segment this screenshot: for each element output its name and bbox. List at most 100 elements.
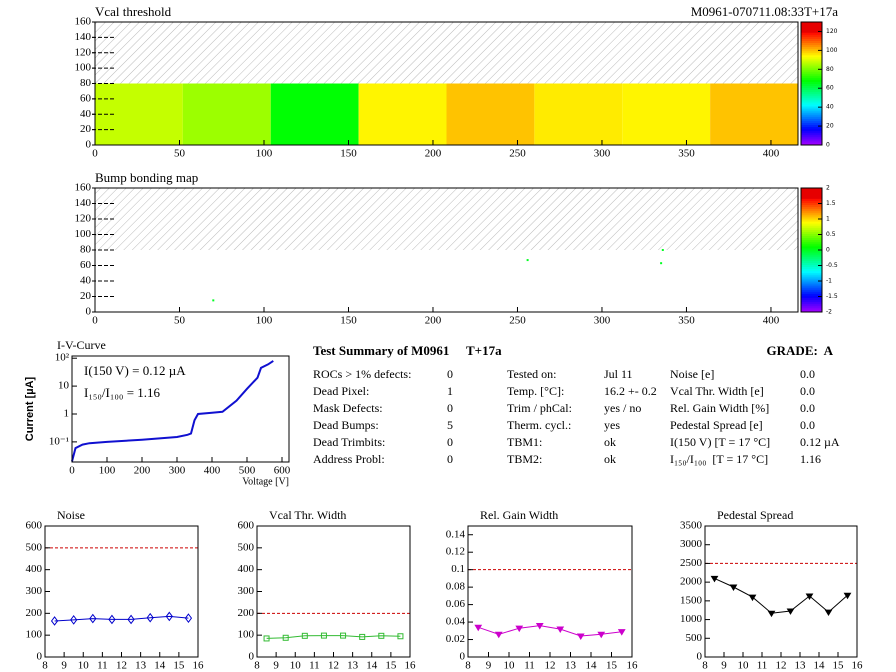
- summary-value: Jul 11: [604, 367, 633, 381]
- summary-value: 0: [447, 367, 453, 381]
- colorbar-slice: [801, 231, 822, 234]
- chart-title: I-V-Curve: [57, 338, 106, 352]
- colorbar-tick-label: 100: [826, 47, 838, 54]
- hatched-region: [95, 188, 798, 250]
- colorbar-slice: [801, 130, 822, 134]
- heatmap-cell: [710, 83, 798, 145]
- colorbar-slice: [801, 192, 822, 195]
- colorbar-slice: [801, 114, 822, 117]
- colorbar-slice: [801, 258, 822, 261]
- x-tick-label: 16: [405, 660, 417, 672]
- summary-label: Therm. cycl.:: [507, 418, 571, 432]
- x-tick-label: 11: [524, 660, 535, 672]
- x-tick-label: 12: [545, 660, 556, 672]
- summary-value: 5: [447, 418, 453, 432]
- colorbar-slice: [801, 28, 822, 31]
- summary-label: Pedestal Spread [e]: [670, 418, 763, 432]
- colorbar-slice: [801, 101, 822, 105]
- y-tick-label: 500: [26, 541, 43, 553]
- marker: [70, 615, 78, 625]
- colorbar-slice: [801, 227, 822, 230]
- marker: [378, 632, 385, 639]
- x-tick-label: 11: [309, 660, 320, 672]
- chart-title: Noise: [57, 508, 85, 522]
- colorbar-slice: [801, 194, 822, 197]
- marker: [282, 634, 289, 641]
- summary-label: Vcal Thr. Width [e]: [670, 384, 764, 398]
- y-tick-label: 0.06: [446, 598, 466, 610]
- colorbar-slice: [801, 245, 822, 249]
- x-tick-label: 400: [763, 315, 780, 327]
- x-tick-label: 14: [586, 660, 598, 672]
- heatmap-cell: [270, 83, 359, 145]
- colorbar-tick-label: 1: [826, 216, 830, 223]
- marker: [515, 625, 524, 633]
- colorbar-frame: [800, 21, 823, 146]
- y-tick-label: 0.08: [446, 581, 466, 593]
- summary-label: TBM2:: [507, 452, 542, 466]
- colorbar-tick-label: 80: [826, 66, 834, 73]
- colorbar-slice: [801, 212, 822, 216]
- x-tick-label: 10: [290, 660, 302, 672]
- colorbar-slice: [801, 202, 822, 206]
- y-tick-label: 0: [249, 651, 255, 663]
- colorbar-slice: [801, 219, 822, 222]
- colorbar-slice: [801, 97, 822, 101]
- colorbar-slice: [801, 46, 822, 50]
- colorbar-slice: [801, 289, 822, 292]
- colorbar-slice: [801, 241, 822, 245]
- colorbar-slice: [801, 63, 822, 66]
- x-tick-label: 400: [763, 148, 780, 160]
- marker: [184, 613, 193, 623]
- hatched-region: [95, 22, 798, 84]
- colorbar-slice: [801, 34, 822, 37]
- colorbar-slice: [801, 270, 822, 274]
- defect-point: [212, 299, 215, 302]
- summary-value: 16.2 +- 0.2: [604, 384, 657, 398]
- x-tick-label: 13: [347, 660, 359, 672]
- colorbar-tick-label: 20: [826, 123, 834, 130]
- chart-title: Vcal threshold: [95, 4, 172, 19]
- y-tick-label: 300: [238, 585, 255, 597]
- x-tick-label: 8: [702, 660, 708, 672]
- y-axis-label: Current [µA]: [24, 376, 36, 441]
- colorbar-slice: [801, 112, 822, 115]
- summary-value: 0.0: [800, 418, 815, 432]
- y-tick-label: 10²: [55, 352, 70, 364]
- colorbar-slice: [801, 268, 822, 272]
- colorbar-slice: [801, 36, 822, 39]
- chart-title: Vcal Thr. Width: [269, 508, 346, 522]
- x-tick-label: 14: [814, 660, 826, 672]
- colorbar-slice: [801, 89, 822, 93]
- colorbar-slice: [801, 128, 822, 132]
- summary-label: Trim / phCal:: [507, 401, 572, 415]
- marker: [729, 584, 738, 591]
- colorbar-slice: [801, 91, 822, 95]
- colorbar-slice: [801, 26, 822, 29]
- y-tick-label: 500: [686, 632, 703, 644]
- colorbar-slice: [801, 134, 822, 138]
- colorbar-slice: [801, 303, 822, 307]
- x-tick-label: 9: [61, 660, 67, 672]
- y-tick-label: 0: [37, 651, 43, 663]
- colorbar-tick-label: -0.5: [826, 262, 838, 269]
- x-tick-label: 200: [425, 148, 442, 160]
- y-tick-label: 10: [58, 380, 70, 392]
- marker: [767, 610, 776, 618]
- colorbar-slice: [801, 30, 822, 33]
- colorbar-slice: [801, 99, 822, 103]
- colorbar-slice: [801, 276, 822, 280]
- heatmap-cell: [358, 83, 447, 145]
- chart-title: Bump bonding map: [95, 170, 198, 185]
- x-tick-label: 9: [273, 660, 279, 672]
- y-tick-label: 100: [26, 629, 43, 641]
- colorbar-tick-label: 0: [826, 247, 830, 254]
- colorbar-slice: [801, 65, 822, 68]
- colorbar-slice: [801, 239, 822, 243]
- x-tick-label: 300: [594, 315, 611, 327]
- marker: [146, 612, 154, 623]
- y-tick-label: 140: [75, 31, 92, 43]
- x-tick-label: 16: [627, 660, 639, 672]
- y-tick-label: 200: [238, 607, 255, 619]
